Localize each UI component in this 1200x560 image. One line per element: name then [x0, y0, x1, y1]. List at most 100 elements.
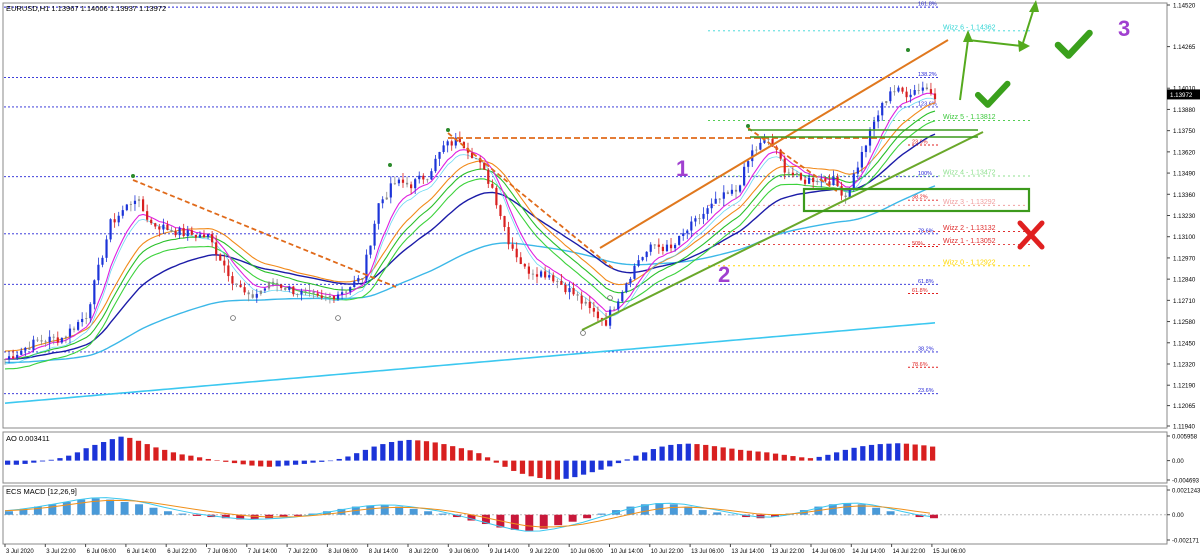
candle-body — [872, 121, 876, 130]
time-tick-label: 3 Jul 22:00 — [46, 549, 76, 555]
macd-histogram-bar — [583, 514, 592, 519]
ao-bar — [450, 446, 456, 461]
ao-bar — [397, 440, 403, 461]
candle-body — [40, 340, 43, 342]
candle-body — [162, 224, 165, 230]
candle-body — [665, 244, 669, 252]
ao-bar — [135, 440, 142, 461]
macd-histogram-bar — [510, 514, 519, 530]
candle-body — [535, 274, 539, 277]
candle-body — [434, 158, 437, 172]
candle-body — [613, 309, 616, 311]
candle-body — [503, 216, 506, 228]
candle-body — [844, 195, 847, 198]
ao-bar — [310, 460, 316, 463]
candle-body — [137, 199, 141, 201]
time-tick-label: 14 Jul 22:00 — [893, 549, 926, 555]
symbol-header: EURUSD,H1 1.13967 1.14006 1.13937 1.1397… — [6, 4, 166, 13]
candle-body — [259, 290, 262, 294]
candle-body — [840, 185, 843, 196]
ema-55-line — [4, 133, 936, 360]
ao-bar — [825, 454, 831, 461]
candle-body — [227, 265, 230, 277]
macd-histogram-bar — [178, 513, 187, 515]
candle-body — [150, 219, 153, 224]
candle-body — [438, 151, 441, 159]
swing-high-marker — [746, 124, 750, 128]
time-tick-label: 9 Jul 14:00 — [490, 549, 520, 555]
candle-body — [215, 242, 218, 255]
candle-body — [609, 309, 612, 326]
ao-bar — [607, 460, 613, 467]
candle-body — [349, 287, 352, 292]
ao-bar — [554, 460, 560, 480]
wave-1-label: 1 — [676, 156, 688, 181]
candle-body — [105, 239, 108, 258]
ao-bar — [799, 457, 805, 461]
ao-bar — [720, 447, 726, 461]
candle-body — [113, 219, 116, 223]
macd-histogram-bar — [467, 514, 476, 521]
macd-histogram-bar — [380, 505, 389, 515]
wizz-level-label: Wizz 3 - 1.13292 — [943, 199, 996, 206]
ao-bar — [807, 458, 814, 461]
fib-b-label: 78.6% — [912, 362, 928, 368]
candle-body — [544, 271, 547, 278]
macd-histogram-bar — [872, 507, 881, 515]
candle-body — [925, 87, 928, 90]
candle-body — [332, 296, 336, 300]
candle-body — [653, 244, 656, 246]
projection-arrow-path — [959, 7, 1035, 101]
ao-bar — [336, 458, 342, 461]
macd-histogram-bar — [19, 508, 28, 515]
price-tick-label: 1.14520 — [1173, 3, 1196, 10]
ao-pane[interactable] — [2, 431, 1168, 484]
candle-body — [52, 336, 55, 338]
time-tick-label: 3 Jul 2020 — [6, 549, 34, 555]
macd-histogram-bar — [930, 514, 938, 519]
candle-body — [523, 264, 526, 267]
ao-bar — [903, 443, 910, 461]
price-tick-label: 1.11940 — [1173, 424, 1195, 431]
macd-histogram-bar — [857, 504, 866, 515]
ao-bar — [868, 444, 875, 461]
downtrend-line-2 — [447, 132, 616, 271]
candle-body — [397, 179, 401, 184]
candle-body — [751, 150, 754, 162]
ao-bar — [57, 458, 63, 461]
candle-body — [548, 275, 551, 278]
ao-bar — [537, 460, 543, 478]
ao-bar — [284, 460, 290, 466]
fib-level-label: 78.6% — [918, 228, 934, 234]
ao-bar — [668, 444, 674, 461]
macd-histogram-bar — [395, 506, 404, 515]
arrow-head-2 — [1018, 40, 1030, 52]
wizz-level-label: Wizz 0 - 1.12922 — [943, 259, 996, 266]
candle-body — [799, 173, 803, 180]
price-tick-label: 1.12065 — [1173, 403, 1196, 410]
macd-histogram-bar — [250, 514, 259, 520]
ao-bar — [493, 460, 499, 463]
time-tick-label: 10 Jul 14:00 — [611, 549, 644, 555]
time-tick-label: 13 Jul 22:00 — [772, 549, 805, 555]
macd-histogram-bar — [236, 514, 245, 520]
candle-body — [657, 244, 660, 247]
candle-body — [710, 203, 713, 209]
candle-body — [365, 254, 368, 280]
ao-bar — [930, 446, 936, 461]
candle-body — [385, 197, 388, 200]
candle-body — [426, 179, 429, 181]
wave-3-label: 3 — [1118, 16, 1130, 41]
macd-histogram-bar — [886, 511, 895, 515]
price-tick-label: 1.13230 — [1173, 213, 1196, 220]
candle-body — [860, 151, 863, 168]
green-support-box — [802, 187, 1031, 213]
ao-bar — [511, 460, 517, 471]
candle-body — [430, 171, 433, 180]
fib-level-label: 123.6% — [918, 101, 937, 107]
swing-high-marker — [446, 128, 450, 132]
macd-histogram-bar — [77, 499, 86, 515]
candle-body — [694, 218, 697, 222]
ao-bar — [214, 460, 220, 461]
ao-bar — [790, 456, 796, 461]
